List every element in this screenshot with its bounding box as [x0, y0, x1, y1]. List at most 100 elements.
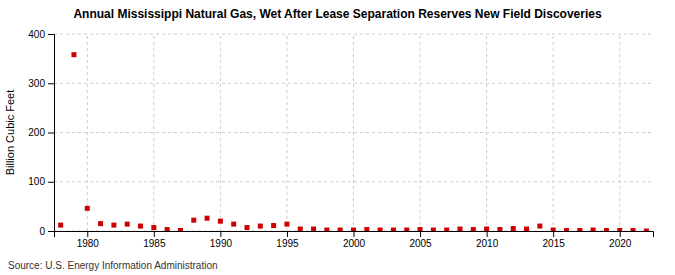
x-tick-mark — [420, 231, 421, 237]
y-axis-title: Billion Cubic Feet — [4, 90, 16, 176]
y-tick: 100 — [28, 176, 54, 187]
point — [111, 223, 116, 228]
point — [444, 228, 449, 231]
x-tick-label: 2020 — [609, 238, 632, 249]
point — [537, 224, 542, 229]
point — [338, 228, 343, 231]
title: Annual Mississippi Natural Gas, Wet Afte… — [73, 7, 602, 21]
point — [591, 228, 596, 231]
y-tick-label: 300 — [28, 78, 45, 89]
chart: 1980 1985 1990 1995 2000 2005 2010 2015 2020 0 100… — [0, 0, 675, 275]
x-tick-mark — [154, 231, 155, 237]
y-tick-label: 100 — [28, 176, 45, 187]
point — [311, 227, 316, 231]
x-tick: 2015 — [543, 231, 566, 249]
x-tick-mark — [287, 231, 288, 237]
point — [431, 228, 436, 231]
y-tick-label: 0 — [39, 226, 45, 237]
point — [617, 228, 622, 231]
y-grid-line — [54, 83, 653, 84]
x-axis: 1980 1985 1990 1995 2000 2005 2010 2015 2020 — [55, 231, 654, 249]
point — [564, 228, 569, 231]
point — [151, 225, 156, 230]
point — [245, 225, 250, 230]
x-axis-line — [55, 232, 654, 238]
x-grid-line — [220, 34, 221, 231]
point — [125, 222, 130, 227]
point — [205, 216, 210, 221]
y-tick-mark — [48, 83, 54, 84]
x-tick-label: 1995 — [276, 238, 299, 249]
point — [231, 222, 236, 227]
y-axis: 0 100 200 300 400 — [28, 29, 54, 237]
y-grid-line — [54, 181, 653, 182]
point — [511, 226, 516, 231]
point — [71, 52, 76, 57]
x-tick-mark — [553, 231, 554, 237]
x-tick-label: 2015 — [543, 238, 566, 249]
x-tick: 2020 — [609, 231, 632, 249]
point — [631, 228, 636, 231]
point — [218, 219, 223, 224]
x-grid-line — [286, 34, 287, 231]
point — [418, 227, 423, 231]
x-tick-label: 1985 — [143, 238, 166, 249]
y-tick-label: 200 — [28, 127, 45, 138]
point — [577, 228, 582, 231]
point — [98, 221, 103, 226]
point — [284, 222, 289, 227]
point — [165, 227, 170, 231]
point — [191, 218, 196, 223]
y-tick: 0 — [39, 226, 54, 237]
y-grid-line — [54, 132, 653, 133]
y-axis-line — [48, 35, 55, 232]
x-tick: 2010 — [476, 231, 499, 249]
x-tick-mark — [487, 231, 488, 237]
point — [138, 224, 143, 229]
points — [58, 52, 649, 231]
y-tick-mark — [48, 182, 54, 183]
grid — [54, 34, 653, 231]
x-tick-mark — [354, 231, 355, 237]
point — [457, 227, 462, 231]
x-grid-line — [153, 34, 154, 231]
point — [497, 227, 502, 231]
x-tick-label: 1980 — [77, 238, 100, 249]
point — [644, 229, 649, 232]
point — [85, 206, 90, 211]
point — [378, 228, 383, 231]
point — [258, 224, 263, 229]
y-tick: 200 — [28, 127, 54, 138]
y-grid-line — [54, 34, 653, 35]
point — [58, 223, 63, 228]
x-tick-label: 1990 — [210, 238, 233, 249]
x-tick-mark — [620, 231, 621, 237]
x-tick-label: 2005 — [409, 238, 432, 249]
point — [364, 227, 369, 231]
point — [604, 228, 609, 231]
y-tick-mark — [48, 231, 54, 232]
x-tick: 1995 — [276, 231, 299, 249]
point — [391, 228, 396, 231]
x-tick: 2000 — [343, 231, 366, 249]
x-tick-mark — [87, 231, 88, 237]
x-tick: 1980 — [77, 231, 100, 249]
y-tick-mark — [48, 133, 54, 134]
y-tick: 400 — [28, 29, 54, 40]
point — [298, 227, 303, 231]
x-grid-line — [353, 34, 354, 231]
point — [484, 227, 489, 231]
y-tick-label: 400 — [28, 29, 45, 40]
annotation: Source: U.S. Energy Information Administ… — [8, 260, 218, 271]
point — [271, 223, 276, 228]
x-tick: 2005 — [409, 231, 432, 249]
y-tick: 300 — [28, 78, 54, 89]
point — [178, 228, 183, 231]
x-tick-mark — [220, 231, 221, 237]
point — [551, 228, 556, 231]
point — [524, 227, 529, 231]
point — [471, 227, 476, 231]
x-tick-label: 2000 — [343, 238, 366, 249]
point — [324, 228, 329, 231]
x-tick-label: 2010 — [476, 238, 499, 249]
